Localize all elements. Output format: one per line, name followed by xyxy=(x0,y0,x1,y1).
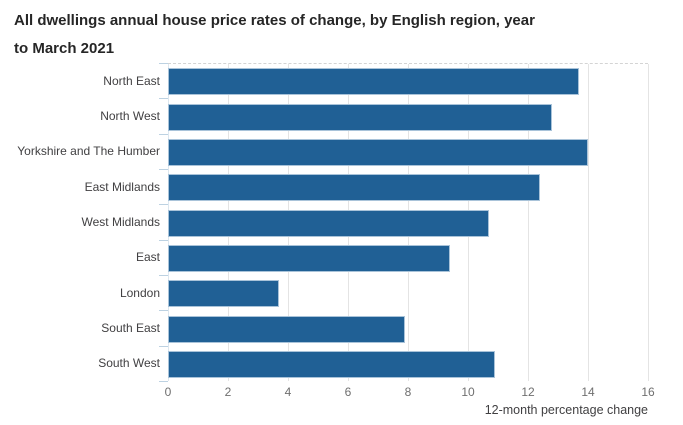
x-tick-label: 16 xyxy=(641,385,655,399)
chart-title-line2: to March 2021 xyxy=(14,40,115,57)
x-tick-label: 10 xyxy=(461,385,475,399)
category-tick xyxy=(159,98,168,100)
bar-london xyxy=(168,280,279,308)
category-tick xyxy=(159,204,168,206)
bar-north-west xyxy=(168,103,552,131)
bar-east xyxy=(168,244,450,272)
category-label: West Midlands xyxy=(81,214,160,229)
category-label: East xyxy=(135,250,160,265)
x-axis-title: 12-month percentage change xyxy=(484,403,648,417)
category-tick xyxy=(159,345,168,347)
gridline xyxy=(528,64,529,381)
x-tick-label: 0 xyxy=(164,385,172,399)
chart-title-line1: All dwellings annual house price rates o… xyxy=(14,12,535,29)
category-tick xyxy=(159,63,168,64)
category-label: Yorkshire and The Humber xyxy=(17,144,160,159)
x-tick-label: 6 xyxy=(344,385,352,399)
category-label: South West xyxy=(98,356,160,371)
category-tick xyxy=(159,310,168,312)
gridline xyxy=(588,64,589,381)
category-label: North West xyxy=(100,108,160,123)
gridline xyxy=(648,64,649,381)
category-tick xyxy=(159,239,168,241)
bar-east-midlands xyxy=(168,174,540,202)
bar-yorkshire-and-the-humber xyxy=(168,138,588,166)
category-tick xyxy=(159,169,168,170)
category-label: South East xyxy=(101,320,160,335)
plot-area xyxy=(168,63,649,381)
category-label: London xyxy=(119,285,160,300)
bar-north-east xyxy=(168,68,579,96)
category-tick xyxy=(159,275,168,276)
x-tick-label: 4 xyxy=(284,385,292,399)
x-tick-label: 8 xyxy=(404,385,412,399)
x-tick-label: 12 xyxy=(521,385,535,399)
category-label: East Midlands xyxy=(84,179,160,194)
chart-title: All dwellings annual house price rates o… xyxy=(14,7,535,63)
x-tick-label: 14 xyxy=(581,385,595,399)
category-labels: North East North West Yorkshire and The Hu… xyxy=(0,63,160,381)
bar-south-east xyxy=(168,315,405,343)
x-tick-label: 2 xyxy=(224,385,232,399)
category-label: North East xyxy=(103,73,160,88)
x-axis-ticks: 0 2 4 6 8 10 12 14 16 xyxy=(164,385,655,400)
bar-west-midlands xyxy=(168,209,489,237)
category-tick xyxy=(159,133,168,135)
category-tick xyxy=(159,381,168,382)
bar-south-west xyxy=(168,350,495,378)
